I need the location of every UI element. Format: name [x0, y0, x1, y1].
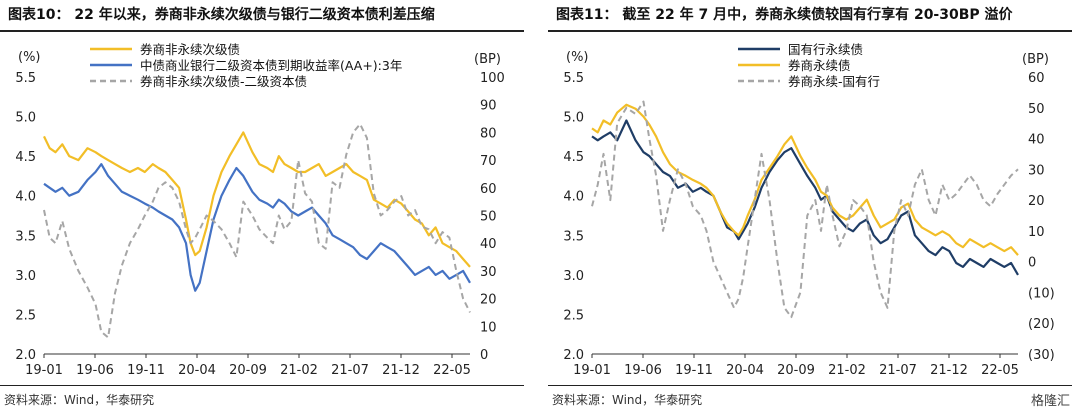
y-tick-label: 3.5 [15, 229, 36, 244]
y2-tick-label: 10 [480, 320, 497, 335]
y2-tick-label: 70 [480, 154, 497, 169]
y-tick-label: 5.5 [563, 71, 584, 86]
x-tick-label: 20-04 [726, 363, 764, 378]
y2-tick-label: 50 [1028, 102, 1045, 117]
y2-axis-unit-label: (BP) [1022, 52, 1049, 67]
y2-tick-label: 20 [1028, 194, 1045, 209]
x-tick-label: 19-01 [573, 363, 611, 378]
line-chart-right: (%) (BP) 5.5 5.0 4.5 4.0 3.5 3.0 2.5 2.0 60 50 40 30 2… [563, 42, 1055, 378]
y-tick-label: 3.0 [15, 269, 36, 284]
x-tick-label: 22-05 [981, 363, 1019, 378]
series-line-1 [43, 163, 471, 292]
x-tick-label: 19-11 [127, 363, 165, 378]
y2-tick-label: 60 [480, 182, 497, 197]
x-tick-label: 19-01 [25, 363, 63, 378]
x-tick-label: 20-04 [178, 363, 216, 378]
y-tick-label: 4.0 [15, 190, 36, 205]
y2-tick-label: 90 [480, 99, 497, 114]
title-divider [0, 30, 524, 32]
y-tick-label: 2.0 [563, 348, 584, 363]
legend-label: 券商非永续次级债 [140, 42, 240, 57]
y2-tick-label: 50 [480, 210, 497, 225]
y2-tick-label: 40 [480, 237, 497, 252]
y-tick-label: 5.0 [563, 111, 584, 126]
x-tick-label: 22-05 [433, 363, 471, 378]
y2-tick-label: 20 [480, 293, 497, 308]
x-tick-label: 19-06 [76, 363, 114, 378]
legend-label: 券商永续债 [788, 58, 851, 73]
y2-tick-label: (30) [1028, 348, 1055, 363]
y2-tick-label: (10) [1028, 286, 1055, 301]
chart-panel-left: 图表10： 22 年以来，券商非永续次级债与银行二级资本债利差压缩 (%) (BP… [0, 0, 524, 412]
series-line-0 [591, 119, 1019, 276]
y-tick-label: 5.0 [15, 111, 36, 126]
watermark-logo: 格隆汇 [1026, 389, 1074, 410]
y2-tick-label: 0 [480, 348, 488, 363]
y-axis-unit-label: (%) [566, 50, 589, 65]
x-tick-label: 21-07 [879, 363, 917, 378]
y2-tick-label: 10 [1028, 225, 1045, 240]
x-tick-label: 21-12 [930, 363, 968, 378]
chart-title: 图表11： 截至 22 年 7 月中，券商永续债较国有行享有 20-30BP 溢… [556, 7, 1013, 23]
y-tick-label: 2.5 [563, 308, 584, 323]
y2-tick-label: 80 [480, 126, 497, 141]
legend-label: 券商非永续次级债-二级资本债 [140, 74, 307, 89]
series-line-0 [43, 131, 471, 268]
source-note: 资料来源：Wind，华泰研究 [4, 393, 155, 407]
y-tick-label: 2.5 [15, 308, 36, 323]
y2-tick-label: 100 [480, 71, 505, 86]
y2-tick-label: 40 [1028, 133, 1045, 148]
y2-tick-label: 30 [480, 265, 497, 280]
x-tick-label: 20-09 [777, 363, 815, 378]
y2-axis-unit-label: (BP) [474, 52, 501, 67]
y-axis-unit-label: (%) [18, 50, 41, 65]
series-line-2 [591, 100, 1019, 319]
y2-tick-label: (20) [1028, 317, 1055, 332]
source-note: 资料来源：Wind，华泰研究 [552, 393, 703, 407]
y2-tick-label: 30 [1028, 163, 1045, 178]
footer-divider [548, 385, 1072, 386]
chart-title: 图表10： 22 年以来，券商非永续次级债与银行二级资本债利差压缩 [8, 7, 435, 23]
y-tick-label: 2.0 [15, 348, 36, 363]
y-tick-label: 3.0 [563, 269, 584, 284]
y2-tick-label: 0 [1028, 256, 1036, 271]
line-chart-left: (%) (BP)5.55.04.54.03.53.02.52.0100908070… [15, 42, 505, 378]
x-tick-label: 21-07 [331, 363, 369, 378]
y-tick-label: 4.5 [15, 150, 36, 165]
series-line-2 [43, 123, 471, 339]
legend-label: 国有行永续债 [788, 42, 863, 57]
y-tick-label: 3.5 [563, 229, 584, 244]
y2-tick-label: 60 [1028, 71, 1045, 86]
x-tick-label: 19-11 [675, 363, 713, 378]
y-tick-label: 5.5 [15, 71, 36, 86]
title-divider [548, 30, 1072, 32]
y-tick-label: 4.5 [563, 150, 584, 165]
series-line-1 [591, 103, 1019, 256]
footer-divider [0, 385, 524, 386]
x-tick-label: 19-06 [624, 363, 662, 378]
x-tick-label: 21-12 [382, 363, 420, 378]
legend-label: 中债商业银行二级资本债到期收益率(AA+):3年 [140, 58, 402, 73]
legend-label: 券商永续-国有行 [788, 74, 880, 89]
y-tick-label: 4.0 [563, 190, 584, 205]
chart-panel-right: 图表11： 截至 22 年 7 月中，券商永续债较国有行享有 20-30BP 溢… [548, 0, 1072, 412]
x-tick-label: 21-02 [828, 363, 866, 378]
x-tick-label: 20-09 [229, 363, 267, 378]
x-tick-label: 21-02 [280, 363, 318, 378]
